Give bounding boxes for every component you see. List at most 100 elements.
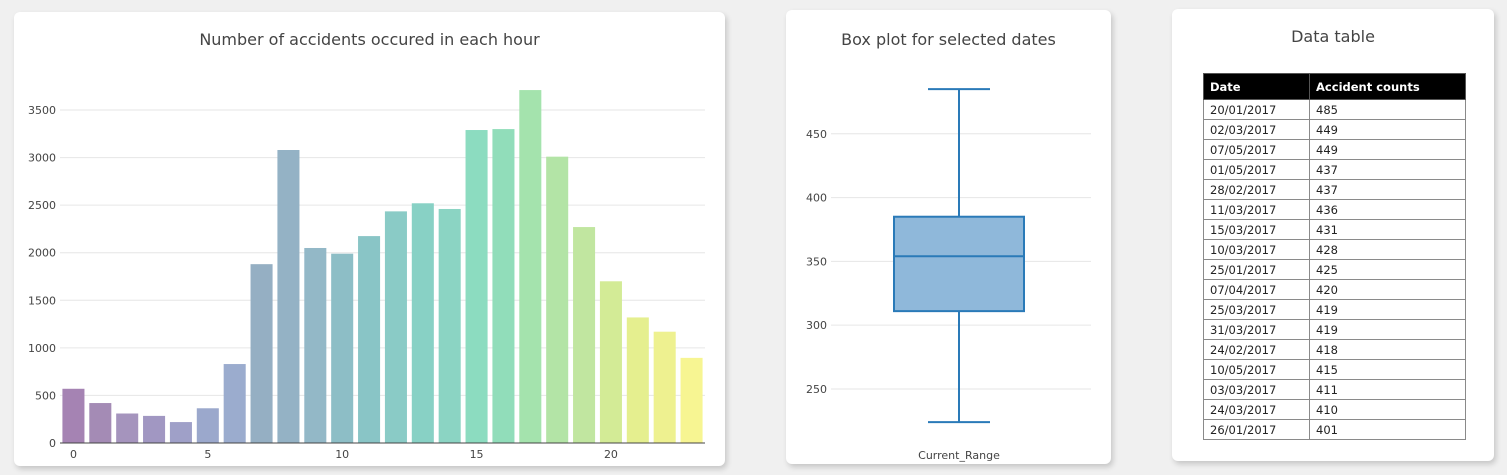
hist-y-tick-label: 0 — [49, 437, 56, 450]
hist-bar — [331, 253, 354, 443]
hist-x-tick-label: 5 — [204, 448, 211, 461]
hourly-accidents-card: Number of accidents occured in each hour… — [14, 12, 725, 466]
table-row[interactable]: 24/02/2017 418 — [1202, 339, 1466, 360]
hist-bar — [465, 130, 488, 443]
hist-y-tick-label: 3500 — [28, 104, 56, 117]
date-cell: 11/03/2017 — [1202, 199, 1311, 220]
table-row[interactable]: 24/03/2017 410 — [1202, 399, 1466, 420]
hist-bar — [411, 203, 434, 443]
hist-y-tick-label: 1500 — [28, 294, 56, 307]
accident-count-cell: 425 — [1309, 259, 1466, 280]
data-table-title: Data table — [1291, 27, 1375, 46]
hist-bar — [519, 90, 542, 444]
hist-bar — [573, 227, 596, 443]
accident-data-table: Date Accident counts 20/01/2017 485 02/03/… — [1202, 73, 1466, 440]
accident-count-cell: 449 — [1309, 119, 1466, 140]
hist-y-tick-label: 3000 — [28, 152, 56, 165]
accident-count-cell: 428 — [1309, 239, 1466, 260]
hist-bar — [680, 357, 703, 443]
hist-bar — [89, 403, 112, 443]
hist-bar — [277, 150, 300, 443]
hist-bar — [250, 264, 273, 443]
accident-count-cell: 401 — [1309, 419, 1466, 440]
hist-y-tick-label: 2500 — [28, 199, 56, 212]
date-cell: 20/01/2017 — [1202, 99, 1311, 120]
table-row[interactable]: 03/03/2017 411 — [1202, 379, 1466, 400]
hist-x-tick-label: 0 — [70, 448, 77, 461]
hist-y-tick-label: 500 — [35, 389, 56, 402]
table-row[interactable]: 15/03/2017 431 — [1202, 219, 1466, 240]
table-row[interactable]: 20/01/2017 485 — [1202, 99, 1466, 120]
hist-y-tick-label: 1000 — [28, 342, 56, 355]
accident-count-cell: 437 — [1309, 179, 1466, 200]
accident-count-cell: 420 — [1309, 279, 1466, 300]
accident-count-cell: 419 — [1309, 319, 1466, 340]
date-cell: 02/03/2017 — [1202, 119, 1311, 140]
date-cell: 15/03/2017 — [1202, 219, 1311, 240]
table-row[interactable]: 07/04/2017 420 — [1202, 279, 1466, 300]
hist-bar — [169, 422, 192, 443]
box-iqr — [893, 215, 1025, 313]
table-row[interactable]: 28/02/2017 437 — [1202, 179, 1466, 200]
accident-count-cell: 410 — [1309, 399, 1466, 420]
date-cell: 25/03/2017 — [1202, 299, 1311, 320]
box-y-tick-label: 450 — [806, 128, 827, 141]
date-cell: 10/03/2017 — [1202, 239, 1311, 260]
column-header-accident-counts[interactable]: Accident counts — [1309, 73, 1466, 100]
hourly-bar-chart[interactable]: 0 500 1000 1500 2000 2500 3000 3500 0 5 10 15 20 — [14, 12, 725, 466]
hist-bar — [143, 415, 166, 443]
table-row[interactable]: 10/03/2017 428 — [1202, 239, 1466, 260]
hist-bar — [438, 208, 461, 443]
table-row[interactable]: 11/03/2017 436 — [1202, 199, 1466, 220]
hist-bar — [62, 388, 85, 443]
hist-bar — [546, 156, 569, 443]
table-row[interactable]: 25/03/2017 419 — [1202, 299, 1466, 320]
date-cell: 07/04/2017 — [1202, 279, 1311, 300]
box-plot-title: Box plot for selected dates — [841, 30, 1056, 49]
accident-count-cell: 411 — [1309, 379, 1466, 400]
accident-count-cell: 485 — [1309, 99, 1466, 120]
table-row[interactable]: 10/05/2017 415 — [1202, 359, 1466, 380]
date-cell: 26/01/2017 — [1202, 419, 1311, 440]
box-plot-card: Box plot for selected dates 250 300 350 400… — [786, 10, 1111, 464]
hist-bar — [358, 236, 381, 443]
table-header-row: Date Accident counts — [1202, 73, 1466, 100]
hist-bar — [384, 211, 407, 443]
date-cell: 03/03/2017 — [1202, 379, 1311, 400]
accident-count-cell: 437 — [1309, 159, 1466, 180]
date-cell: 01/05/2017 — [1202, 159, 1311, 180]
hist-bar — [492, 129, 515, 444]
hourly-chart-title: Number of accidents occured in each hour — [199, 30, 540, 49]
table-row[interactable]: 07/05/2017 449 — [1202, 139, 1466, 160]
box-y-tick-label: 350 — [806, 255, 827, 268]
box-category-label: Current_Range — [918, 449, 1000, 462]
table-row[interactable]: 26/01/2017 401 — [1202, 419, 1466, 440]
date-cell: 25/01/2017 — [1202, 259, 1311, 280]
column-header-date[interactable]: Date — [1202, 73, 1311, 100]
date-cell: 28/02/2017 — [1202, 179, 1311, 200]
hist-y-tick-label: 2000 — [28, 247, 56, 260]
hist-bar — [196, 408, 219, 443]
box-plot-chart[interactable]: 250 300 350 400 450 Current_Range — [786, 10, 1111, 464]
table-row[interactable]: 01/05/2017 437 — [1202, 159, 1466, 180]
hist-x-tick-label: 20 — [604, 448, 618, 461]
date-cell: 31/03/2017 — [1202, 319, 1311, 340]
table-row[interactable]: 02/03/2017 449 — [1202, 119, 1466, 140]
accident-count-cell: 419 — [1309, 299, 1466, 320]
hist-x-tick-label: 15 — [470, 448, 484, 461]
accident-count-cell: 449 — [1309, 139, 1466, 160]
hist-x-tick-label: 10 — [335, 448, 349, 461]
accident-count-cell: 418 — [1309, 339, 1466, 360]
date-cell: 24/03/2017 — [1202, 399, 1311, 420]
box-y-tick-label: 300 — [806, 319, 827, 332]
box-y-tick-label: 250 — [806, 383, 827, 396]
data-table-card: Data table Date Accident counts 20/01/20… — [1172, 9, 1494, 461]
hist-bar — [653, 331, 676, 443]
accident-count-cell: 431 — [1309, 219, 1466, 240]
table-row[interactable]: 31/03/2017 419 — [1202, 319, 1466, 340]
hist-bar — [223, 364, 246, 443]
table-row[interactable]: 25/01/2017 425 — [1202, 259, 1466, 280]
date-cell: 07/05/2017 — [1202, 139, 1311, 160]
hist-bar — [304, 247, 327, 443]
accident-count-cell: 436 — [1309, 199, 1466, 220]
